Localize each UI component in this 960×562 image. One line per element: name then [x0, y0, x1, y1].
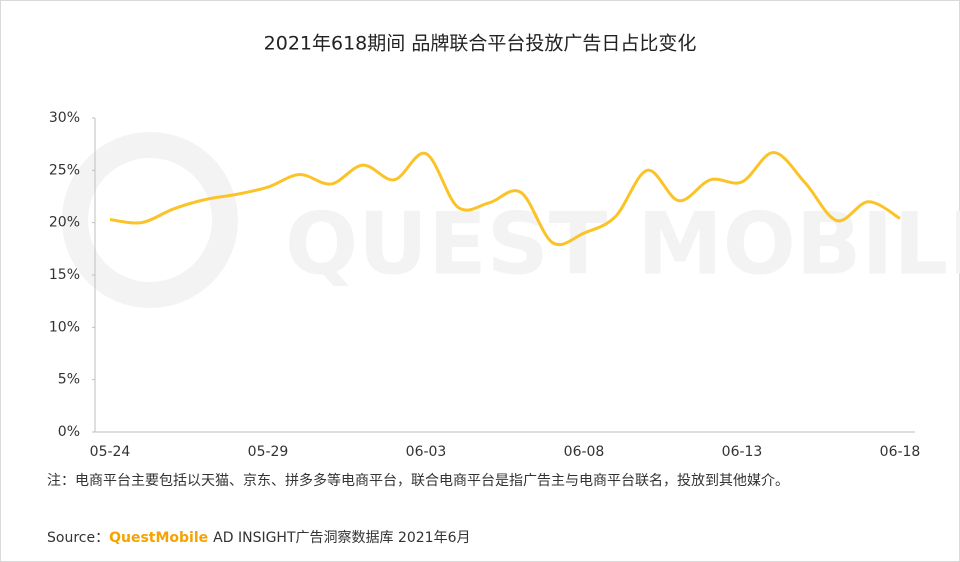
watermark: QUEST MOBILE [285, 194, 960, 294]
x-tick-label: 06-18 [880, 444, 921, 460]
y-tick-label: 25% [49, 162, 80, 178]
x-tick-label: 06-08 [564, 444, 605, 460]
watermark-logo [62, 132, 238, 308]
x-tick-label: 05-29 [248, 444, 289, 460]
y-tick-label: 5% [58, 372, 80, 388]
y-tick-label: 0% [58, 424, 80, 440]
y-tick-label: 20% [49, 215, 80, 231]
source-label: Source： [47, 530, 109, 546]
x-tick-label: 05-24 [90, 444, 131, 460]
source-text: AD INSIGHT广告洞察数据库 2021年6月 [213, 529, 470, 546]
note: 注：电商平台主要包括以天猫、京东、拼多多等电商平台，联合电商平台是指广告主与电商… [47, 472, 789, 489]
chart-title: 2021年618期间 品牌联合平台投放广告日占比变化 [264, 33, 697, 55]
x-tick-label: 06-13 [722, 444, 763, 460]
y-tick-label: 15% [49, 267, 80, 283]
source-brand: QuestMobile [109, 530, 208, 546]
x-tick-label: 06-03 [406, 444, 447, 460]
y-tick-label: 10% [49, 319, 80, 335]
line [109, 151, 901, 247]
source: Source：QuestMobile AD INSIGHT广告洞察数据库 2021… [47, 529, 471, 546]
y-tick-label: 30% [49, 110, 80, 126]
